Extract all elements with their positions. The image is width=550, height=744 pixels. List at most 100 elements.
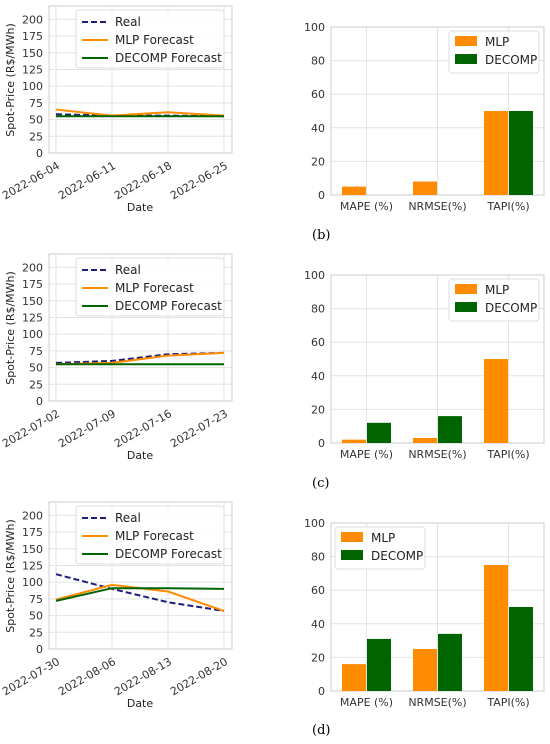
y-tick-label: 125 (22, 559, 43, 572)
x-axis-title: Date (127, 697, 154, 710)
y-tick-label: 60 (311, 88, 325, 101)
y-tick-label: 80 (311, 551, 325, 564)
bar-0 (484, 111, 508, 195)
panel-label-c: (c) (312, 476, 330, 491)
y-tick-label: 0 (318, 189, 325, 202)
bar-0 (413, 437, 437, 443)
bar-0 (413, 649, 437, 691)
y-tick-label: 40 (311, 618, 325, 631)
panel-label-b: (b) (312, 228, 331, 243)
y-tick-label: 75 (29, 97, 43, 110)
y-tick-label: 150 (22, 295, 43, 308)
series-line-1 (55, 108, 225, 117)
bar-chart-b: 0 20 40 60 80 100 MAPE (%) NRMSE(%) TAPI(%) MLP DE… (304, 21, 545, 213)
y-axis-title: Spot-Price (R$/MWh) (4, 271, 17, 385)
series-line-0 (55, 573, 225, 612)
y-tick-label: 0 (36, 147, 43, 160)
bar-1 (509, 607, 533, 691)
legend-label-1: DECOMP (371, 549, 423, 563)
x-axis-title: Date (127, 449, 154, 462)
y-tick-label: 25 (29, 130, 43, 143)
y-tick-label: 75 (29, 593, 43, 606)
x-axis-title: Date (127, 201, 154, 214)
y-tick-label: 200 (22, 509, 43, 522)
y-tick-label: 80 (311, 303, 325, 316)
x-tick-label: TAPI(%) (486, 200, 529, 213)
legend-swatch-1 (341, 550, 363, 560)
y-tick-label: 100 (22, 80, 43, 93)
legend-label-1: DECOMP (485, 301, 537, 315)
y-tick-label: 25 (29, 378, 43, 391)
y-tick-label: 100 (304, 517, 325, 530)
y-tick-label: 40 (311, 122, 325, 135)
y-axis-title: Spot-Price (R$/MWh) (4, 23, 17, 137)
panel-label-d: (d) (312, 723, 331, 738)
plot-frame (330, 274, 545, 444)
legend-label-0: Real (115, 263, 141, 277)
plot-frame (48, 253, 233, 402)
bar-0 (342, 186, 366, 195)
line-chart-d: 02550751001251501752002022-07-302022-08-… (0, 501, 233, 710)
x-tick-label: NRMSE(%) (408, 448, 466, 461)
y-tick-label: 175 (22, 278, 43, 291)
bar-0 (342, 439, 366, 443)
y-tick-label: 200 (22, 261, 43, 274)
y-tick-label: 50 (29, 610, 43, 623)
y-tick-label: 200 (22, 13, 43, 26)
bar-1 (367, 638, 391, 691)
y-tick-label: 150 (22, 543, 43, 556)
bar-1 (367, 422, 391, 443)
legend-swatch-0 (455, 36, 477, 46)
line-chart-b: 02550751001251501752002022-06-042022-06-… (0, 5, 233, 214)
bar-chart-c: 0 20 40 60 80 100 MAPE (%) NRMSE(%) TAPI(%) MLP DE… (304, 269, 545, 461)
y-tick-label: 75 (29, 345, 43, 358)
y-tick-label: 50 (29, 114, 43, 127)
y-tick-label: 80 (311, 55, 325, 68)
legend-label-0: MLP (485, 35, 509, 49)
plot-frame (330, 26, 545, 196)
legend-label-1: MLP Forecast (115, 33, 194, 47)
y-tick-label: 25 (29, 626, 43, 639)
legend-label-0: Real (115, 511, 141, 525)
y-tick-label: 175 (22, 526, 43, 539)
y-tick-label: 125 (22, 63, 43, 76)
plot-frame (48, 501, 233, 650)
legend-label-1: MLP Forecast (115, 529, 194, 543)
y-tick-label: 60 (311, 336, 325, 349)
y-tick-label: 0 (318, 685, 325, 698)
y-tick-label: 20 (311, 403, 325, 416)
y-tick-label: 60 (311, 584, 325, 597)
legend-label-1: MLP Forecast (115, 281, 194, 295)
line-chart-c: 02550751001251501752002022-07-022022-07-… (0, 253, 233, 462)
y-tick-label: 20 (311, 155, 325, 168)
legend-label-1: DECOMP (485, 53, 537, 67)
x-tick-label: TAPI(%) (486, 696, 529, 709)
y-tick-label: 125 (22, 311, 43, 324)
legend-label-0: MLP (371, 531, 395, 545)
bar-chart-d: 0 20 40 60 80 100 MAPE (%) NRMSE(%) TAPI(%) MLP DE… (304, 517, 545, 709)
legend-swatch-0 (341, 532, 363, 542)
bar-0 (484, 565, 508, 691)
series-line-2 (55, 587, 225, 602)
y-tick-label: 175 (22, 30, 43, 43)
y-tick-label: 0 (318, 437, 325, 450)
y-tick-label: 150 (22, 47, 43, 60)
legend-label-2: DECOMP Forecast (115, 51, 222, 65)
y-tick-label: 40 (311, 370, 325, 383)
bar-1 (438, 633, 462, 691)
legend-swatch-0 (455, 284, 477, 294)
legend-swatch-1 (455, 54, 477, 64)
legend-box (75, 505, 225, 565)
bar-0 (413, 181, 437, 195)
bar-1 (438, 416, 462, 443)
plot-frame (48, 5, 233, 154)
x-tick-label: MAPE (%) (340, 448, 393, 461)
y-tick-label: 50 (29, 362, 43, 375)
legend-box (75, 257, 225, 317)
legend-label-2: DECOMP Forecast (115, 547, 222, 561)
x-tick-label: NRMSE(%) (408, 200, 466, 213)
x-tick-label: TAPI(%) (486, 448, 529, 461)
bar-1 (509, 111, 533, 195)
x-tick-label: MAPE (%) (340, 200, 393, 213)
legend-label-2: DECOMP Forecast (115, 299, 222, 313)
